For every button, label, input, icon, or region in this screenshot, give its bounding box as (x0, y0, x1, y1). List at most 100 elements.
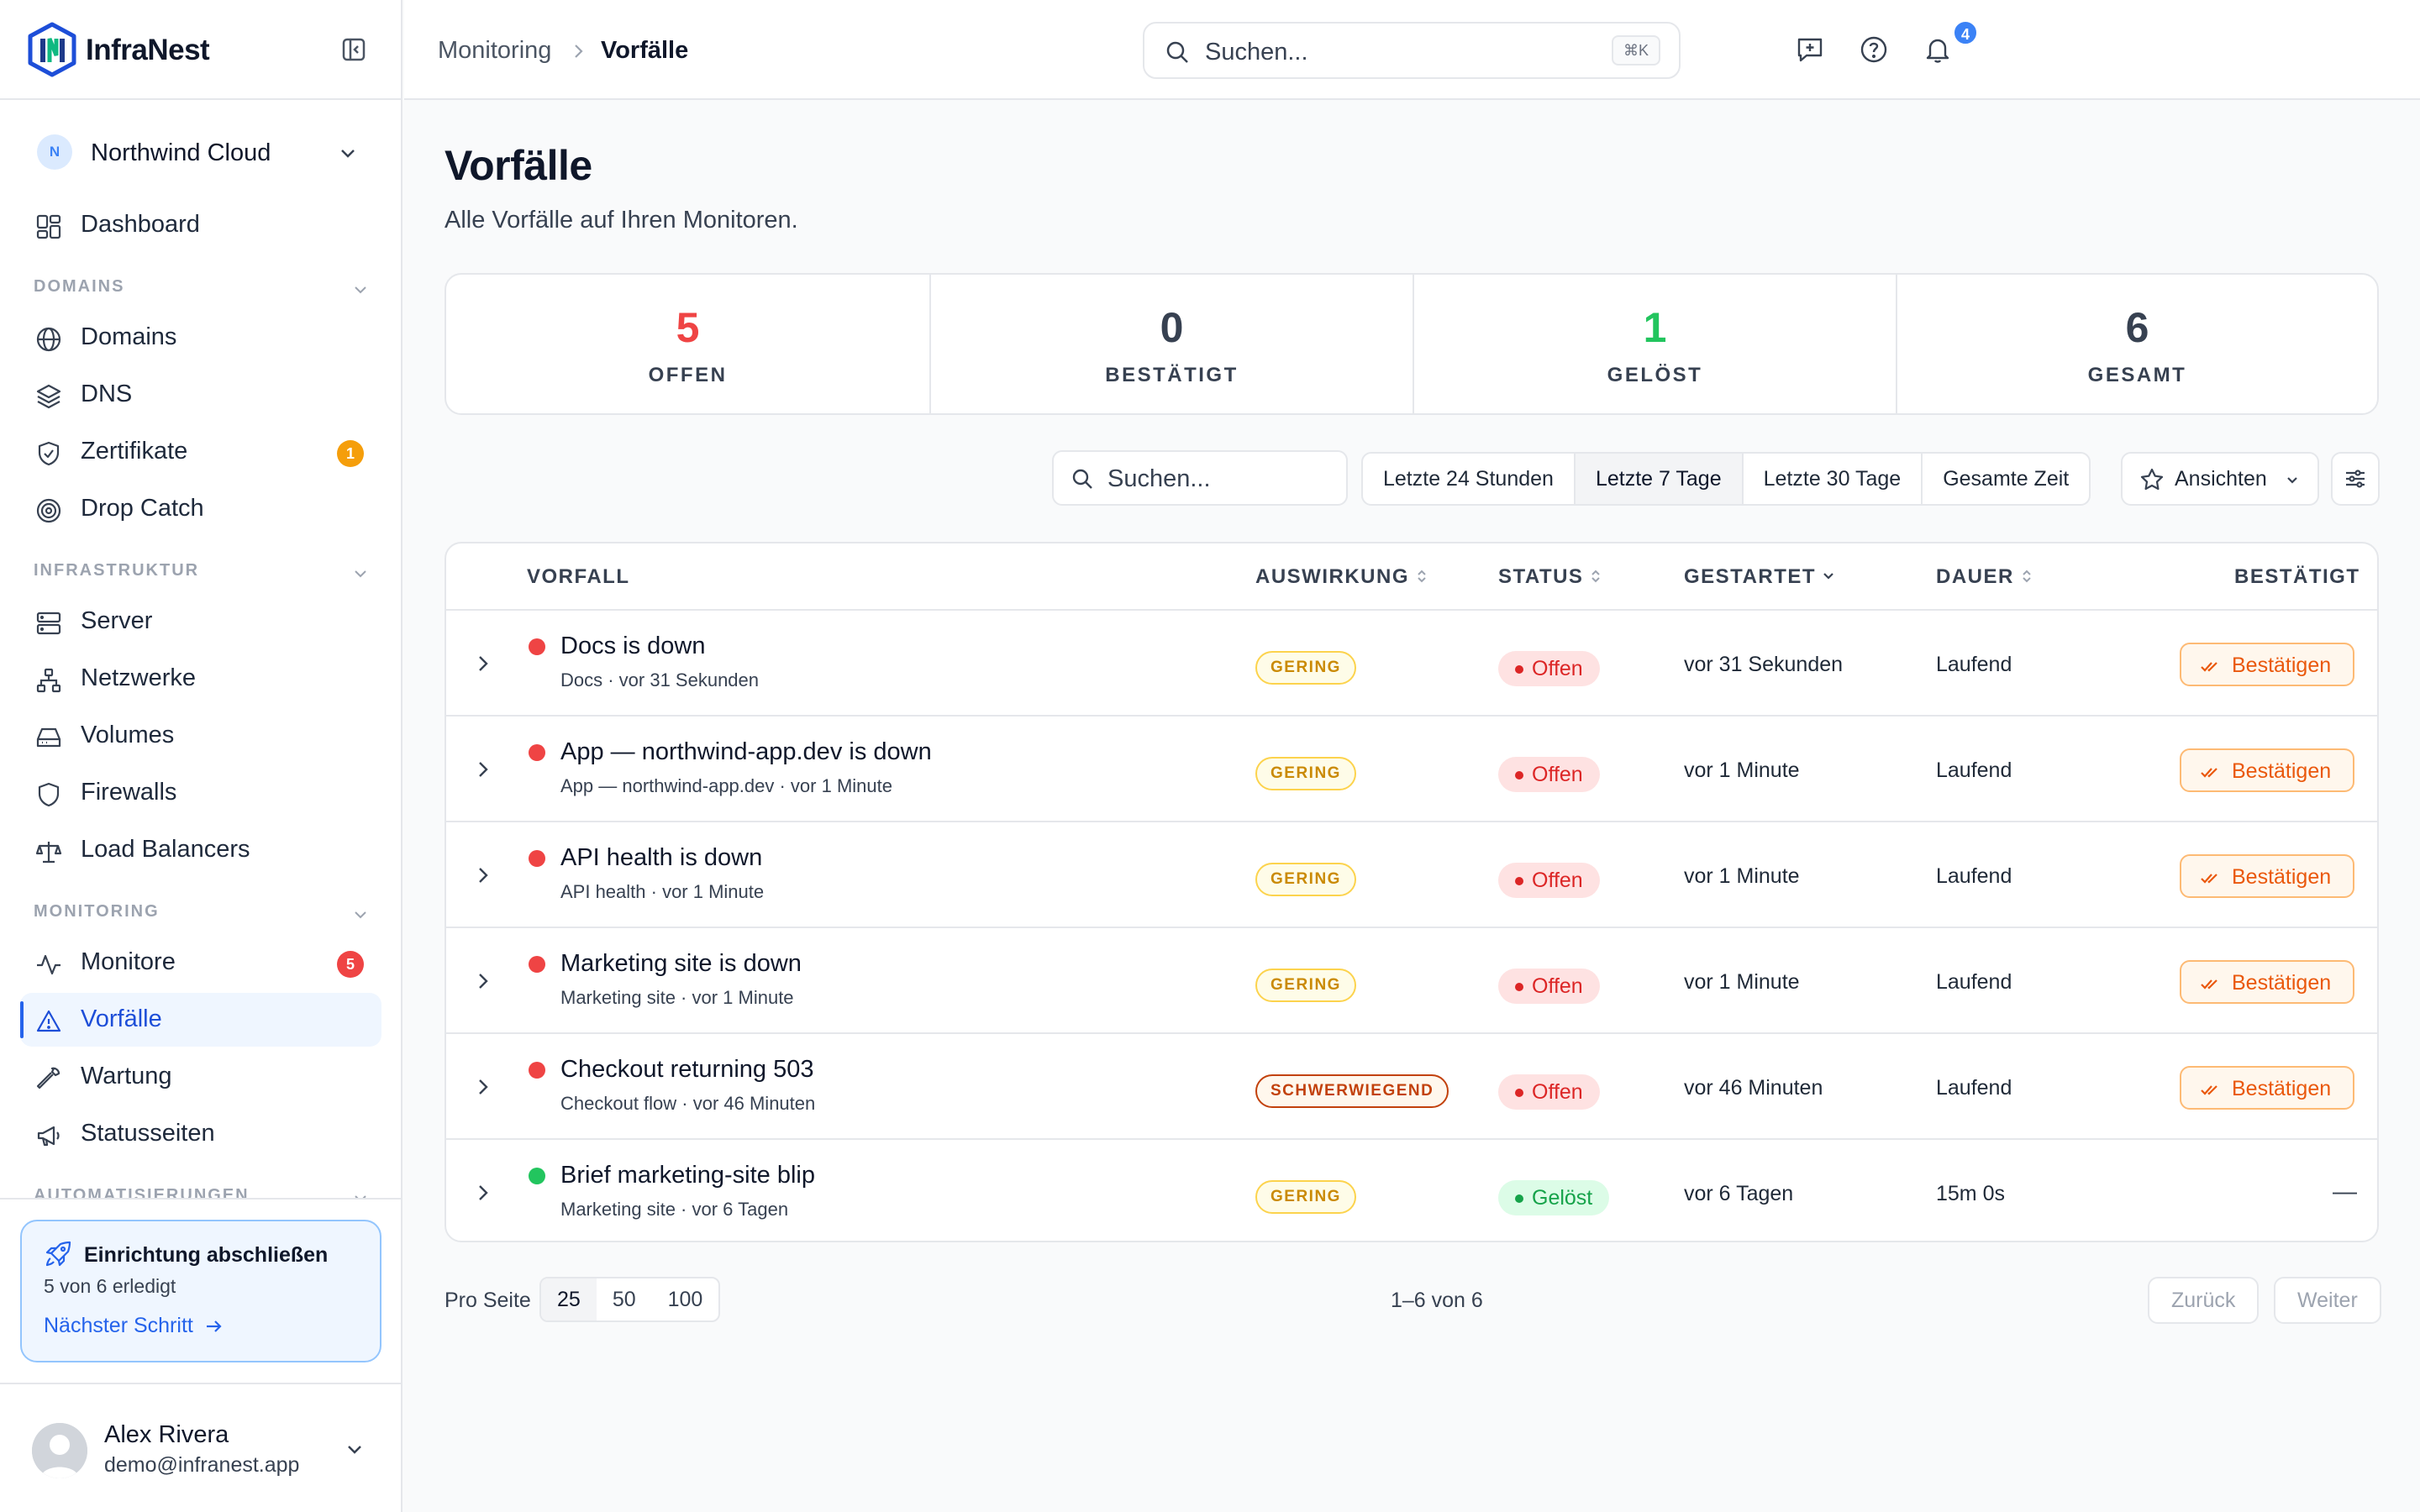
sidebar-item-dashboard[interactable]: Dashboard (0, 198, 402, 252)
chevron-right-icon[interactable] (471, 1075, 495, 1099)
chevron-right-icon[interactable] (471, 864, 495, 887)
next-step-link[interactable]: Nächster Schritt (44, 1314, 223, 1338)
sort-icon (1414, 569, 1429, 584)
breadcrumb-parent[interactable]: Monitoring (438, 37, 552, 64)
sidebar-item-firewalls[interactable]: Firewalls (0, 766, 402, 820)
sidebar-item-volumes[interactable]: Volumes (0, 709, 402, 763)
incident-meta: Docs · vor 31 Sekunden (560, 669, 760, 690)
acknowledge-button[interactable]: Bestätigen (2180, 1066, 2354, 1110)
sidebar-item-incidents[interactable]: Vorfälle (20, 993, 381, 1047)
user-email: demo@infranest.app (104, 1453, 300, 1477)
range-all[interactable]: Gesamte Zeit (1921, 454, 2089, 504)
incident-meta: App — northwind-app.dev · vor 1 Minute (560, 775, 892, 796)
col-started[interactable]: GESTARTET (1684, 565, 1836, 589)
table-row[interactable]: App — northwind-app.dev is down App — nor… (446, 717, 2377, 822)
search-icon (1071, 467, 1094, 491)
incident-title[interactable]: Docs is down (560, 633, 706, 659)
per-page-25[interactable]: 25 (541, 1278, 597, 1320)
sidebar-item-certificates[interactable]: Zertifikate 1 (0, 425, 402, 479)
chevron-right-icon[interactable] (471, 652, 495, 675)
collapse-sidebar-icon[interactable] (341, 37, 366, 62)
sidebar-item-label: DNS (81, 381, 133, 407)
sidebar-item-label: Netzwerke (81, 664, 196, 691)
impact-badge: GERING (1255, 1180, 1356, 1214)
sidebar-item-label: Drop Catch (81, 495, 204, 522)
col-duration[interactable]: DAUER (1936, 565, 2034, 589)
acknowledge-button[interactable]: Bestätigen (2180, 854, 2354, 898)
col-label: AUSWIRKUNG (1255, 565, 1409, 588)
org-avatar: N (37, 134, 72, 170)
range-30d[interactable]: Letzte 30 Tage (1741, 454, 1922, 504)
sidebar-item-maintenance[interactable]: Wartung (0, 1050, 402, 1104)
megaphone-icon (35, 1122, 62, 1149)
views-dropdown[interactable]: Ansichten (2121, 452, 2319, 506)
incident-search-input[interactable]: Suchen... (1052, 450, 1348, 506)
acknowledge-button[interactable]: Bestätigen (2180, 643, 2354, 686)
incident-title[interactable]: Checkout returning 503 (560, 1056, 814, 1083)
per-page-100[interactable]: 100 (667, 1288, 703, 1311)
page-subtitle: Alle Vorfälle auf Ihren Monitoren. (445, 207, 798, 234)
sort-desc-icon (1821, 569, 1836, 584)
chevron-right-icon[interactable] (471, 758, 495, 781)
section-monitoring[interactable]: MONITORING (34, 902, 370, 927)
check-double-icon (2200, 1079, 2220, 1100)
sidebar-item-domains[interactable]: Domains (0, 311, 402, 365)
section-domains[interactable]: DOMAINS (34, 277, 370, 302)
globe-icon (35, 326, 62, 353)
section-label: MONITORING (34, 902, 160, 921)
scale-icon (35, 838, 62, 865)
next-step-label: Nächster Schritt (44, 1314, 193, 1337)
search-placeholder: Suchen... (1205, 39, 1308, 66)
table-row[interactable]: Brief marketing-site blip Marketing site … (446, 1140, 2377, 1241)
incident-title[interactable]: Brief marketing-site blip (560, 1162, 815, 1189)
views-label: Ansichten (2175, 467, 2267, 491)
per-page-50[interactable]: 50 (612, 1288, 636, 1311)
duration: Laufend (1936, 864, 2012, 888)
stat-value: 1 (1643, 304, 1667, 351)
brand-name: InfraNest (86, 34, 210, 66)
range-7d[interactable]: Letzte 7 Tage (1573, 454, 1742, 504)
section-automation-clip: AUTOMATISIERUNGEN (0, 1183, 401, 1200)
col-status[interactable]: STATUS (1498, 565, 1603, 589)
sidebar-item-label: Volumes (81, 722, 175, 748)
col-impact[interactable]: AUSWIRKUNG (1255, 565, 1429, 589)
user-menu[interactable]: Alex Rivera demo@infranest.app (0, 1383, 402, 1512)
bell-icon[interactable] (1923, 35, 1952, 64)
incident-title[interactable]: API health is down (560, 844, 763, 871)
chevron-right-icon[interactable] (471, 1181, 495, 1205)
sidebar-item-status-pages[interactable]: Statusseiten (0, 1107, 402, 1161)
incident-title[interactable]: App — northwind-app.dev is down (560, 738, 932, 765)
table-row[interactable]: Checkout returning 503 Checkout flow · vo… (446, 1034, 2377, 1140)
sidebar-item-server[interactable]: Server (0, 595, 402, 648)
section-infrastructure[interactable]: INFRASTRUKTUR (34, 561, 370, 586)
infranest-logo-icon[interactable] (27, 22, 77, 77)
started-time: vor 6 Tagen (1684, 1182, 1794, 1205)
next-page-button[interactable]: Weiter (2274, 1277, 2381, 1324)
table-row[interactable]: API health is down API health · vor 1 Min… (446, 822, 2377, 928)
acknowledge-button[interactable]: Bestätigen (2180, 748, 2354, 792)
sliders-icon (2344, 467, 2367, 491)
prev-page-button[interactable]: Zurück (2148, 1277, 2260, 1324)
search-placeholder: Suchen... (1107, 465, 1211, 492)
feedback-icon[interactable] (1796, 35, 1824, 64)
help-icon[interactable] (1860, 35, 1888, 64)
org-switcher[interactable]: N Northwind Cloud (34, 133, 376, 173)
table-row[interactable]: Docs is down Docs · vor 31 Sekunden GERING… (446, 611, 2377, 717)
table-row[interactable]: Marketing site is down Marketing site · v… (446, 928, 2377, 1034)
sidebar-item-dns[interactable]: DNS (0, 368, 402, 422)
global-search-input[interactable]: Suchen... ⌘K (1143, 22, 1681, 79)
acknowledge-label: Bestätigen (2232, 654, 2332, 677)
status-dot (529, 744, 545, 761)
range-24h[interactable]: Letzte 24 Stunden (1383, 467, 1554, 491)
acknowledge-button[interactable]: Bestätigen (2180, 960, 2354, 1004)
sidebar-item-drop-catch[interactable]: Drop Catch (0, 482, 402, 536)
sidebar-item-load-balancers[interactable]: Load Balancers (0, 823, 402, 877)
incident-title[interactable]: Marketing site is down (560, 950, 802, 977)
sidebar-item-monitors[interactable]: Monitore 5 (0, 936, 402, 990)
sidebar-item-networks[interactable]: Netzwerke (0, 652, 402, 706)
incident-meta: Checkout flow · vor 46 Minuten (560, 1093, 816, 1114)
status-badge: Offen (1498, 969, 1600, 1004)
chevron-right-icon[interactable] (471, 969, 495, 993)
layers-icon (35, 383, 62, 410)
column-settings-button[interactable] (2331, 452, 2380, 506)
